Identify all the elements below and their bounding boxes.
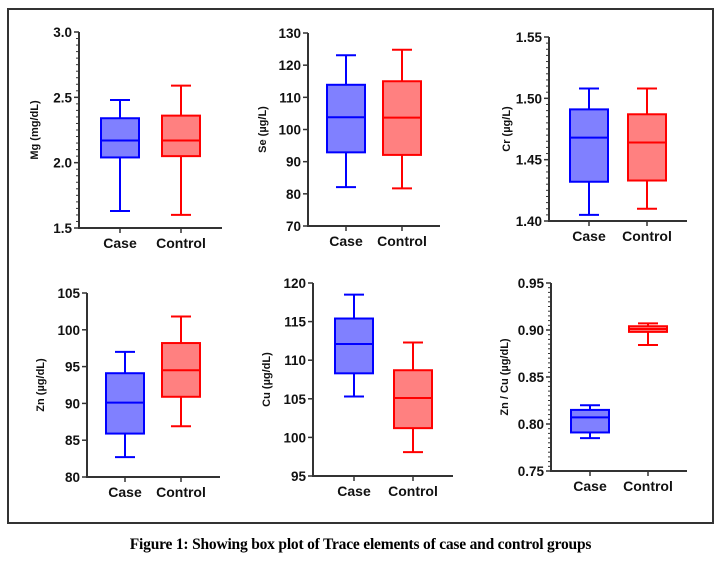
y-tick-label: 130 bbox=[278, 26, 301, 41]
y-tick-label: 0.85 bbox=[518, 370, 545, 385]
y-axis-title: Zn (µg/dL) bbox=[35, 358, 47, 412]
box-case bbox=[105, 350, 145, 459]
box-iqr bbox=[100, 117, 140, 159]
y-tick-label: 1.5 bbox=[53, 221, 72, 236]
y-tick-label: 80 bbox=[286, 187, 301, 202]
box-case bbox=[569, 87, 609, 216]
x-category-label: Case bbox=[108, 484, 142, 500]
y-tick-label: 100 bbox=[278, 123, 301, 138]
y-tick-label: 85 bbox=[65, 433, 81, 448]
x-category-label: Control bbox=[623, 478, 673, 494]
panel-4: 95 100 105 110 115 120 Cu (µg/dL) Case Control bbox=[261, 276, 453, 499]
panel-1: 70 80 90 100 110 120 130 Se (µg/L) Case Control bbox=[257, 26, 440, 249]
y-tick-label: 0.90 bbox=[518, 323, 544, 338]
box-iqr bbox=[161, 114, 201, 158]
box-iqr bbox=[569, 108, 609, 183]
y-tick-label: 0.80 bbox=[518, 417, 544, 432]
y-axis-title: Zn / Cu (µg/dL) bbox=[499, 338, 511, 416]
x-category-label: Case bbox=[103, 235, 137, 251]
figure-frame bbox=[7, 8, 714, 524]
y-tick-label: 105 bbox=[283, 392, 306, 407]
box-case bbox=[100, 98, 140, 213]
panel-3: 80 85 90 95 100 105 Zn (µg/dL) Case Control bbox=[35, 286, 220, 500]
y-tick-label: 1.40 bbox=[516, 214, 542, 229]
box-iqr bbox=[326, 83, 366, 154]
box-control bbox=[161, 315, 201, 428]
x-category-label: Case bbox=[337, 483, 371, 499]
y-tick-label: 100 bbox=[57, 323, 80, 338]
x-category-label: Case bbox=[573, 478, 607, 494]
panel-0: 1.5 2.0 2.5 3.0 Mg (mg/dL) Case Control bbox=[29, 25, 222, 251]
y-tick-label: 120 bbox=[283, 276, 306, 291]
y-tick-label: 90 bbox=[286, 155, 301, 170]
box-iqr bbox=[393, 369, 433, 430]
x-category-label: Case bbox=[329, 233, 363, 249]
box-control bbox=[628, 322, 668, 347]
x-category-label: Control bbox=[156, 484, 206, 500]
box-case bbox=[334, 293, 374, 398]
box-control bbox=[382, 48, 422, 190]
box-iqr bbox=[334, 317, 374, 375]
box-case bbox=[326, 54, 366, 189]
y-tick-label: 115 bbox=[284, 315, 306, 330]
y-tick-label: 3.0 bbox=[53, 25, 72, 40]
y-tick-label: 0.75 bbox=[518, 464, 545, 479]
y-tick-label: 100 bbox=[283, 430, 306, 445]
panel-5: 0.75 0.80 0.85 0.90 0.95 Zn / Cu (µg/dL) Case C… bbox=[499, 276, 687, 494]
x-category-label: Case bbox=[572, 228, 606, 244]
y-tick-label: 1.45 bbox=[516, 153, 543, 168]
box-iqr bbox=[570, 408, 610, 434]
x-category-label: Control bbox=[388, 483, 438, 499]
y-tick-label: 1.50 bbox=[516, 91, 542, 106]
y-tick-label: 90 bbox=[65, 396, 80, 411]
box-case bbox=[570, 404, 610, 440]
y-tick-label: 120 bbox=[278, 58, 301, 73]
y-tick-label: 105 bbox=[57, 286, 80, 301]
y-tick-label: 0.95 bbox=[518, 276, 545, 291]
y-tick-label: 110 bbox=[284, 353, 306, 368]
box-control bbox=[393, 341, 433, 454]
y-axis-title: Se (µg/L) bbox=[257, 106, 269, 153]
y-tick-label: 110 bbox=[279, 90, 301, 105]
y-tick-label: 95 bbox=[65, 360, 81, 375]
x-category-label: Control bbox=[156, 235, 206, 251]
box-iqr bbox=[627, 113, 667, 182]
y-axis-title: Cu (µg/dL) bbox=[261, 352, 273, 407]
y-tick-label: 2.5 bbox=[53, 90, 72, 105]
y-axis-title: Mg (mg/dL) bbox=[29, 100, 41, 160]
y-tick-label: 80 bbox=[65, 470, 80, 485]
x-category-label: Control bbox=[622, 228, 672, 244]
y-tick-label: 70 bbox=[286, 219, 301, 234]
figure-caption: Figure 1: Showing box plot of Trace elem… bbox=[129, 536, 592, 553]
panel-2: 1.40 1.45 1.50 1.55 Cr (µg/L) Case Control bbox=[501, 30, 687, 244]
y-tick-label: 2.0 bbox=[53, 156, 72, 171]
y-tick-label: 1.55 bbox=[516, 30, 543, 45]
box-control bbox=[627, 87, 667, 210]
y-tick-label: 95 bbox=[291, 469, 307, 484]
box-control bbox=[161, 84, 201, 216]
y-axis-title: Cr (µg/L) bbox=[501, 106, 513, 152]
x-category-label: Control bbox=[377, 233, 427, 249]
